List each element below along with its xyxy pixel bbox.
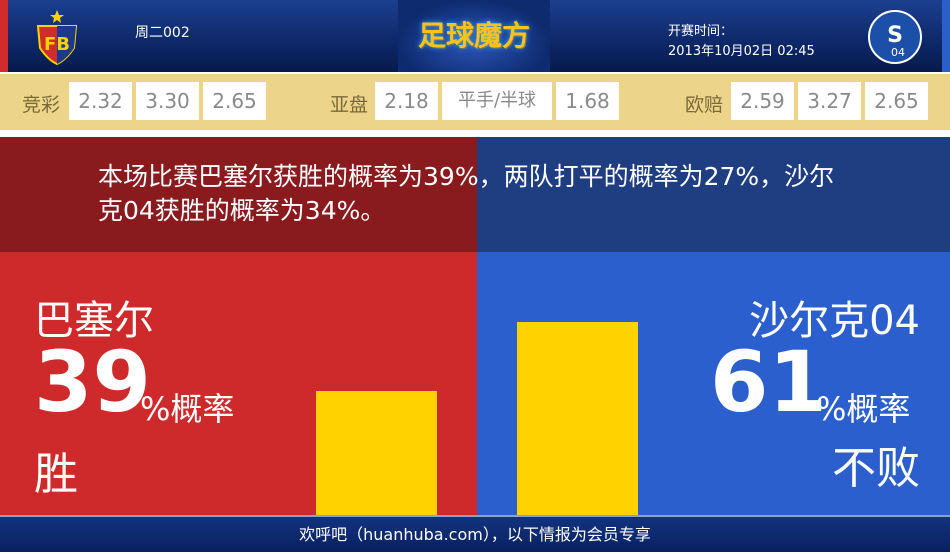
kickoff-time: 2013年10月02日 02:45 xyxy=(668,44,815,59)
away-crest-icon: S 04 xyxy=(868,10,922,64)
odds-value: 3.27 xyxy=(798,82,861,120)
away-stripe xyxy=(942,0,950,72)
odds-value: 3.30 xyxy=(136,82,199,120)
home-percent-unit: %概率 xyxy=(140,390,235,428)
probability-summary: 本场比赛巴塞尔获胜的概率为39%，两队打平的概率为27%，沙尔克04获胜的概率为… xyxy=(98,162,835,225)
svg-text:FB: FB xyxy=(44,34,70,55)
odds-value: 平手/半球 xyxy=(442,82,552,120)
home-team-name: 巴塞尔 xyxy=(34,298,154,344)
svg-text:04: 04 xyxy=(891,46,905,59)
away-probability-bar xyxy=(517,321,638,515)
home-result: 胜 xyxy=(34,449,78,500)
away-percent-unit: %概率 xyxy=(816,390,911,428)
logo-panel xyxy=(398,0,550,72)
odds-value: 2.32 xyxy=(69,82,132,120)
kickoff-label: 开赛时间： xyxy=(668,24,734,39)
odds-value: 2.65 xyxy=(203,82,266,120)
odds-value: 1.68 xyxy=(556,82,619,120)
away-percent: 61 xyxy=(710,333,827,431)
summary-band-home xyxy=(0,137,477,252)
away-team-name: 沙尔克04 xyxy=(749,298,920,344)
away-result: 不败 xyxy=(832,443,920,494)
odds-value: 2.65 xyxy=(865,82,928,120)
footer-banner: 欢呼吧（huanhuba.com），以下情报为会员专享 xyxy=(0,515,950,552)
odds-label-yapan: 亚盘 xyxy=(330,94,369,116)
home-probability-bar xyxy=(316,391,437,515)
svg-text:S: S xyxy=(887,23,903,48)
logo: 足球魔方 xyxy=(417,19,530,52)
odds-label-jingcai: 竞彩 xyxy=(22,94,61,116)
home-stripe xyxy=(0,0,8,72)
odds-value: 2.59 xyxy=(731,82,794,120)
odds-label-oupei: 欧赔 xyxy=(685,94,724,116)
match-code: 周二002 xyxy=(135,25,190,41)
home-percent: 39 xyxy=(34,333,151,431)
home-crest-icon: FB xyxy=(36,10,78,66)
summary-band-away xyxy=(477,137,950,252)
odds-value: 2.18 xyxy=(375,82,438,120)
